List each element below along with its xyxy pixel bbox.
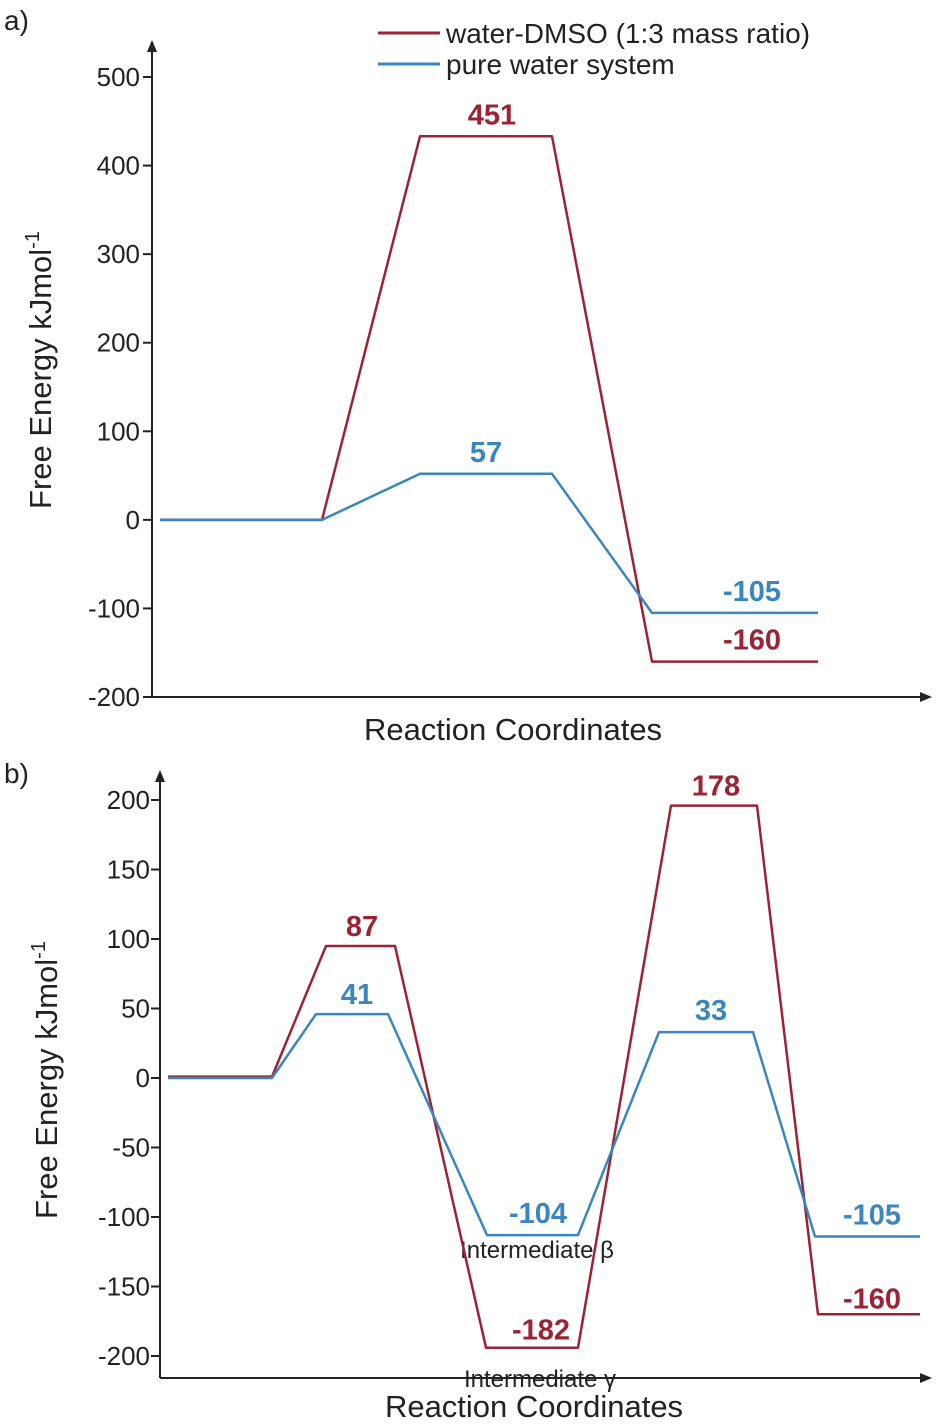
panel-b-y-tick-label: -50: [112, 1133, 150, 1163]
panel-b-series-pure-water-line: [168, 1012, 920, 1238]
panel-b-data-label-pure-water: -104: [509, 1198, 567, 1230]
panel-b-xlabel: Reaction Coordinates: [385, 1389, 683, 1424]
panel-a-y-tick-label: -100: [88, 593, 140, 623]
panel-a-series-water-dmso-line: [160, 135, 818, 663]
panel-a-data-label-water-dmso: -160: [723, 625, 781, 657]
intermediate-gamma-label: Intermediate γ: [464, 1366, 616, 1393]
panel-a-y-tick-label: 100: [97, 416, 140, 446]
panel-a-y-tick-label: 0: [126, 505, 140, 535]
panel-b-ylabel: Free Energy kJmol-1: [28, 941, 64, 1219]
panel-a-ylabel: Free Energy kJmol-1: [22, 231, 58, 509]
panel-b-y-tick-label: 200: [107, 785, 150, 815]
panel-b-y-tick-label: -200: [98, 1341, 150, 1371]
legend: water-DMSO (1:3 mass ratio) pure water s…: [378, 18, 810, 80]
panel-a-y-tick-label: 300: [97, 239, 140, 269]
panel-b-data-label-water-dmso: 87: [346, 911, 378, 943]
panel-b-y-tick-label: 100: [107, 924, 150, 954]
panel-b-data-label-pure-water: 41: [341, 979, 373, 1011]
plot-layer: 5004003002001000-100-200451-16057-105200…: [88, 40, 932, 1383]
panel-a-y-tick-label: 400: [97, 151, 140, 181]
legend-label-water-dmso: water-DMSO (1:3 mass ratio): [445, 18, 810, 49]
panel-a-data-label-pure-water: -105: [723, 576, 781, 608]
panel-b-y-tick-label: -100: [98, 1202, 150, 1232]
panel-a-xlabel: Reaction Coordinates: [364, 712, 662, 747]
panel-b-series-water-dmso-line: [168, 804, 920, 1349]
panel-b-y-tick-label: 0: [136, 1063, 150, 1093]
panel-a-series-pure-water-line: [160, 472, 818, 615]
panel-b-data-label-pure-water: -105: [843, 1199, 901, 1231]
panel-a-data-label-pure-water: 57: [470, 437, 502, 469]
panel-a-y-tick-label: 500: [97, 62, 140, 92]
panel-b-data-label-pure-water: 33: [695, 995, 727, 1027]
panel-b-data-label-water-dmso: 178: [692, 771, 740, 803]
panel-b-data-label-water-dmso: -182: [512, 1315, 570, 1347]
panel-a-y-tick-label: 200: [97, 328, 140, 358]
panel-a-data-label-water-dmso: 451: [468, 99, 516, 131]
panel-b-data-label-water-dmso: -160: [843, 1283, 901, 1315]
panel-b-y-tick-label: 150: [107, 855, 150, 885]
intermediate-beta-label: Intermediate β: [460, 1237, 614, 1264]
panel-a-label: a): [4, 5, 29, 36]
panel-a-y-tick-label: -200: [88, 682, 140, 712]
legend-label-pure-water: pure water system: [446, 49, 675, 80]
panel-b-y-tick-label: 50: [121, 994, 150, 1024]
panel-b-y-tick-label: -150: [98, 1272, 150, 1302]
panel-b-label: b): [4, 758, 29, 789]
